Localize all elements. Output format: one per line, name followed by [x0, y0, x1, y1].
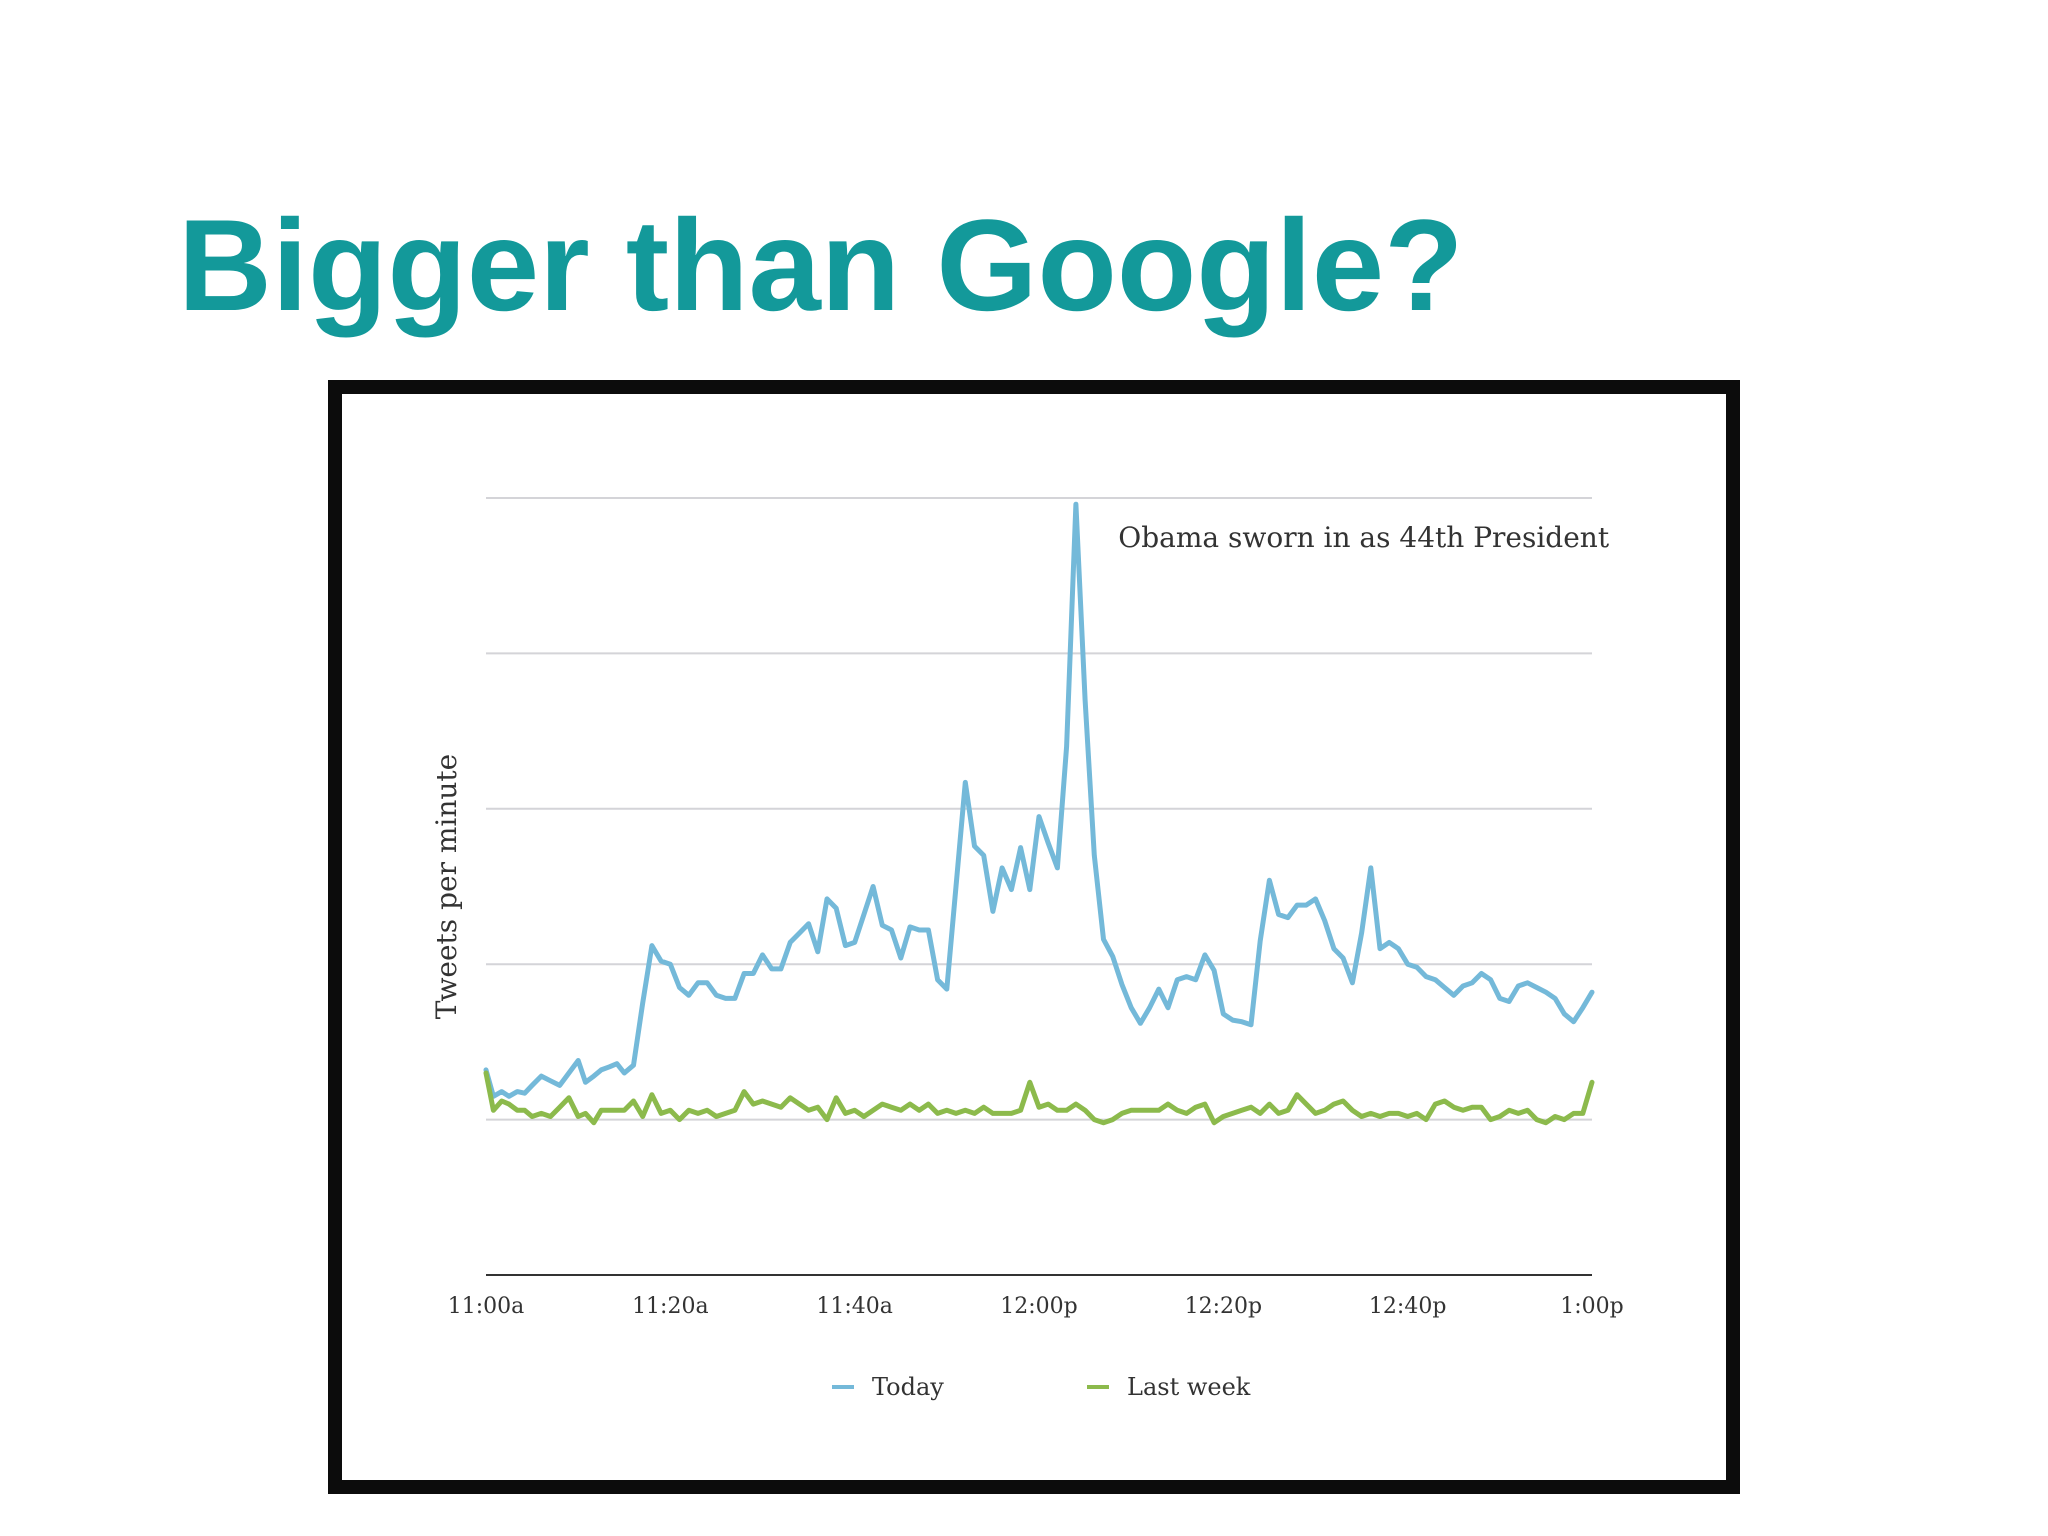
tweets-line-chart: 11:00a 11:20a 11:40a 12:00p 12:20p 12:40p 1:00… — [430, 497, 1624, 1401]
peak-annotation: Obama sworn in as 44th President — [1118, 521, 1610, 554]
slide-title: Bigger than Google? — [178, 192, 1464, 338]
x-tick-label: 11:00a — [448, 1294, 525, 1319]
series-line-last-week — [483, 1070, 1595, 1126]
legend-label-last-week: Last week — [1127, 1373, 1251, 1401]
y-axis-label: Tweets per minute — [430, 754, 463, 1019]
x-tick-label: 12:00p — [1000, 1294, 1077, 1319]
legend-label-today: Today — [872, 1373, 944, 1401]
x-tick-label: 1:00p — [1560, 1294, 1624, 1319]
x-tick-label: 12:20p — [1185, 1294, 1262, 1319]
x-tick-label: 11:20a — [632, 1294, 709, 1319]
x-tick-label: 11:40a — [816, 1294, 893, 1319]
series-line-today — [483, 501, 1595, 1099]
chart-frame: 11:00a 11:20a 11:40a 12:00p 12:20p 12:40p 1:00… — [328, 380, 1740, 1494]
x-tick-label: 12:40p — [1369, 1294, 1446, 1319]
